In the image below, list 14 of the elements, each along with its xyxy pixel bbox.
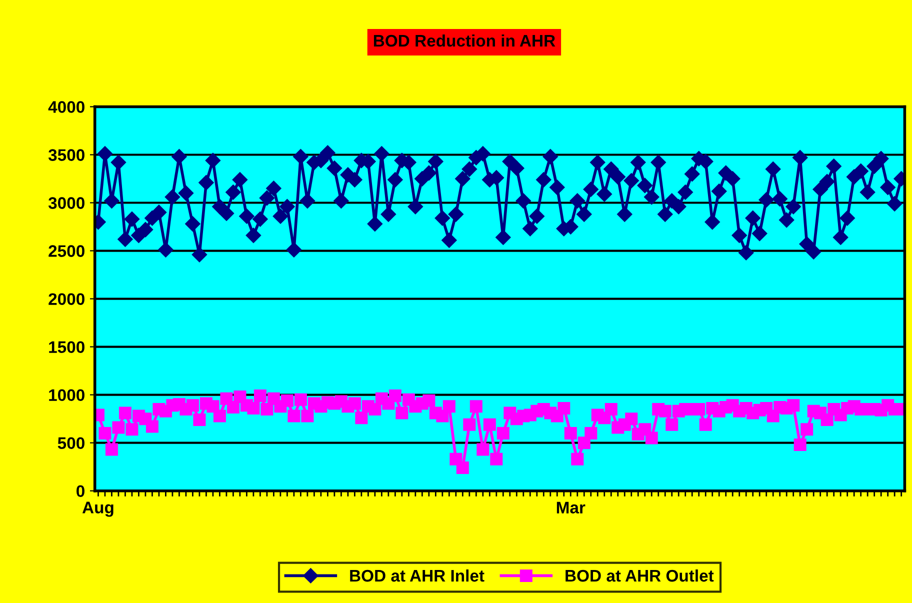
- y-tick-label: 1000: [49, 389, 84, 402]
- y-tick-label: 2000: [48, 293, 84, 305]
- y-tick-label: 0: [76, 485, 84, 498]
- y-tick-label: 1500: [49, 341, 84, 354]
- x-tick-label: Aug: [82, 502, 114, 517]
- legend-label: BOD at AHR Outlet: [566, 569, 714, 582]
- y-tick-label: 3000: [48, 197, 84, 209]
- y-tick-label: 3500: [48, 149, 84, 161]
- chart-title: BOD Reduction in AHR: [374, 34, 556, 47]
- legend-label: BOD at AHR Inlet: [350, 569, 484, 582]
- y-tick-label: 4000: [48, 101, 84, 113]
- y-tick-label: 500: [58, 437, 84, 450]
- y-tick-label: 2500: [48, 245, 84, 257]
- x-tick-label: Mar: [556, 502, 586, 514]
